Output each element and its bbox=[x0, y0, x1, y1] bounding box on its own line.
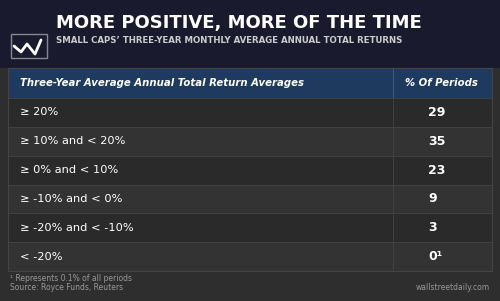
Text: < -20%: < -20% bbox=[20, 252, 62, 262]
Text: 29: 29 bbox=[428, 106, 446, 119]
FancyBboxPatch shape bbox=[8, 242, 492, 271]
FancyBboxPatch shape bbox=[8, 213, 492, 242]
Text: % Of Periods: % Of Periods bbox=[405, 78, 478, 88]
Text: Source: Royce Funds, Reuters: Source: Royce Funds, Reuters bbox=[10, 283, 123, 292]
Text: ≥ -10% and < 0%: ≥ -10% and < 0% bbox=[20, 194, 122, 204]
Text: 35: 35 bbox=[428, 135, 446, 148]
Text: wallstreetdaily.com: wallstreetdaily.com bbox=[416, 283, 490, 292]
FancyBboxPatch shape bbox=[8, 127, 492, 156]
FancyBboxPatch shape bbox=[8, 156, 492, 185]
Text: ≥ 20%: ≥ 20% bbox=[20, 107, 58, 117]
Text: ¹ Represents 0.1% of all periods: ¹ Represents 0.1% of all periods bbox=[10, 274, 132, 283]
Text: 3: 3 bbox=[428, 221, 436, 234]
Text: SMALL CAPS’ THREE-YEAR MONTHLY AVERAGE ANNUAL TOTAL RETURNS: SMALL CAPS’ THREE-YEAR MONTHLY AVERAGE A… bbox=[56, 36, 403, 45]
Text: 0¹: 0¹ bbox=[428, 250, 442, 263]
Text: Three-Year Average Annual Total Return Averages: Three-Year Average Annual Total Return A… bbox=[20, 78, 304, 88]
Text: ≥ 0% and < 10%: ≥ 0% and < 10% bbox=[20, 165, 118, 175]
FancyBboxPatch shape bbox=[8, 68, 492, 98]
Text: MORE POSITIVE, MORE OF THE TIME: MORE POSITIVE, MORE OF THE TIME bbox=[56, 14, 422, 32]
Text: ≥ 10% and < 20%: ≥ 10% and < 20% bbox=[20, 136, 126, 146]
FancyBboxPatch shape bbox=[8, 185, 492, 213]
Text: 9: 9 bbox=[428, 192, 436, 205]
FancyBboxPatch shape bbox=[8, 98, 492, 127]
FancyBboxPatch shape bbox=[0, 0, 500, 68]
Text: ≥ -20% and < -10%: ≥ -20% and < -10% bbox=[20, 223, 134, 233]
Text: 23: 23 bbox=[428, 163, 446, 177]
